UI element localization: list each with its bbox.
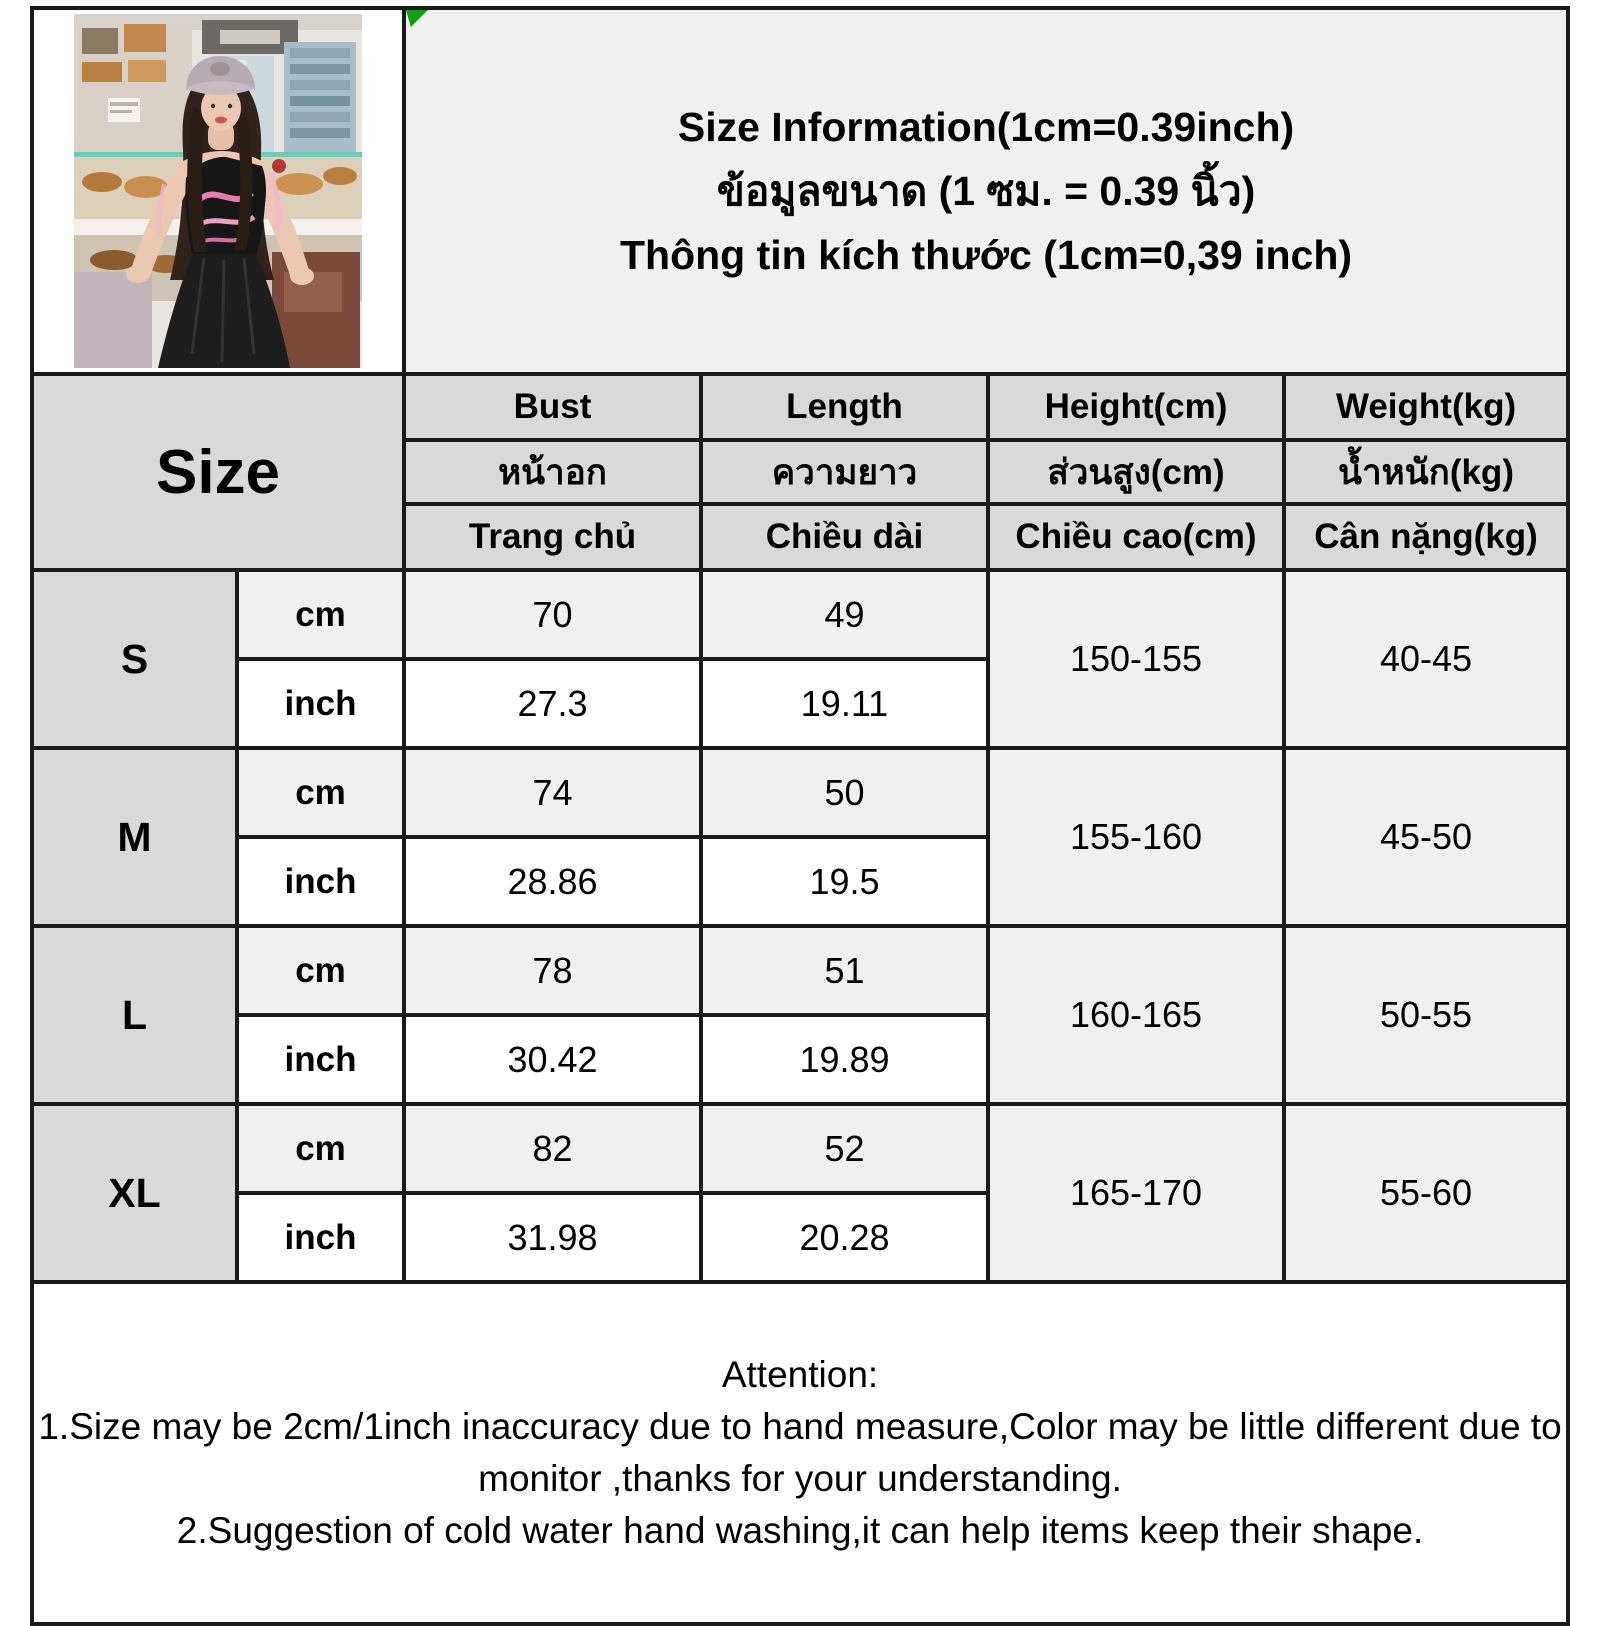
length-cm-s: 49 <box>699 568 990 661</box>
table-row-l-inch: inch 30.42 19.89 <box>32 1013 1568 1106</box>
height-range-xl: 165-170 <box>986 1102 1286 1284</box>
unit-cm-s: cm <box>235 568 406 661</box>
title-vi: Thông tin kích thước (1cm=0,39 inch) <box>620 232 1353 278</box>
table-row-xl-inch: inch 31.98 20.28 <box>32 1191 1568 1284</box>
table-row-l-cm: L cm 78 51 160-165 50-55 <box>30 924 1571 1106</box>
size-label-xl: XL <box>30 1102 239 1284</box>
length-cm-m: 50 <box>699 746 990 839</box>
unit-inch-m: inch <box>235 835 406 928</box>
title-en: Size Information(1cm=0.39inch) <box>677 104 1295 150</box>
attention-line-1: 1.Size may be 2cm/1inch inaccuracy due t… <box>38 1406 1562 1499</box>
table-row-m-cm: M cm 74 50 155-160 45-50 <box>30 746 1571 928</box>
bust-inch-s: 27.3 <box>402 657 703 750</box>
weight-range-m: 45-50 <box>1281 746 1571 928</box>
unit-inch-xl: inch <box>235 1191 406 1284</box>
weight-range-xl: 55-60 <box>1281 1102 1571 1284</box>
length-inch-l: 19.89 <box>699 1013 990 1106</box>
unit-inch-l: inch <box>235 1013 406 1106</box>
attention-line-2: 2.Suggestion of cold water hand washing,… <box>176 1510 1424 1551</box>
length-cm-xl: 52 <box>699 1102 990 1195</box>
col-header-weight-vi: Cân nặng(kg) <box>1281 502 1571 572</box>
size-table: Size Information(1cm=0.39inch) ข้อมูลขนา… <box>29 6 1571 1626</box>
unit-cm-xl: cm <box>235 1102 406 1195</box>
size-label-l: L <box>30 924 239 1106</box>
table-row-m-inch: inch 28.86 19.5 <box>32 835 1568 928</box>
col-header-height-th: ส่วนสูง(cm) <box>986 438 1286 506</box>
col-header-length-th: ความยาว <box>699 438 990 506</box>
length-inch-s: 19.11 <box>699 657 990 750</box>
col-header-height-vi: Chiều cao(cm) <box>986 502 1286 572</box>
bust-cm-l: 78 <box>402 924 703 1017</box>
bust-cm-s: 70 <box>402 568 703 661</box>
length-inch-xl: 20.28 <box>699 1191 990 1284</box>
size-label-s: S <box>30 568 239 750</box>
bust-cm-m: 74 <box>402 746 703 839</box>
bust-inch-m: 28.86 <box>402 835 703 928</box>
title-th: ข้อมูลขนาด (1 ซม. = 0.39 นิ้ว) <box>716 168 1256 214</box>
unit-cm-l: cm <box>235 924 406 1017</box>
table-row-xl-cm: XL cm 82 52 165-170 55-60 <box>30 1102 1571 1284</box>
col-header-length-en: Length <box>699 372 990 442</box>
col-header-height-en: Height(cm) <box>986 372 1286 442</box>
table-row-s-cm: S cm 70 49 150-155 40-45 <box>30 568 1571 750</box>
table-row-s-inch: inch 27.3 19.11 <box>32 657 1568 750</box>
product-photo-cell <box>30 6 406 376</box>
title-cell: Size Information(1cm=0.39inch) ข้อมูลขนา… <box>401 6 1571 376</box>
bust-cm-xl: 82 <box>402 1102 703 1195</box>
col-header-bust-th: หน้าอก <box>402 438 703 506</box>
unit-inch-s: inch <box>235 657 406 750</box>
attention-note: Attention: 1.Size may be 2cm/1inch inacc… <box>29 1280 1571 1626</box>
height-range-m: 155-160 <box>986 746 1286 928</box>
bust-inch-xl: 31.98 <box>402 1191 703 1284</box>
green-corner-marker-icon <box>408 12 428 27</box>
bust-inch-l: 30.42 <box>402 1013 703 1106</box>
col-header-bust-vi: Trang chủ <box>402 502 703 572</box>
size-column-header: Size <box>30 372 406 572</box>
col-header-length-vi: Chiều dài <box>699 502 990 572</box>
attention-heading: Attention: <box>721 1354 879 1395</box>
length-cm-l: 51 <box>699 924 990 1017</box>
length-inch-m: 19.5 <box>699 835 990 928</box>
col-header-weight-th: น้ำหนัก(kg) <box>1281 438 1571 506</box>
col-header-weight-en: Weight(kg) <box>1281 372 1571 442</box>
size-chart-sheet: Size Information(1cm=0.39inch) ข้อมูลขนา… <box>29 6 1571 1626</box>
weight-range-l: 50-55 <box>1281 924 1571 1106</box>
height-range-s: 150-155 <box>986 568 1286 750</box>
col-header-bust-en: Bust <box>402 372 703 442</box>
weight-range-s: 40-45 <box>1281 568 1571 750</box>
unit-cm-m: cm <box>235 746 406 839</box>
height-range-l: 160-165 <box>986 924 1286 1106</box>
product-photo <box>74 14 362 368</box>
size-label-m: M <box>30 746 239 928</box>
